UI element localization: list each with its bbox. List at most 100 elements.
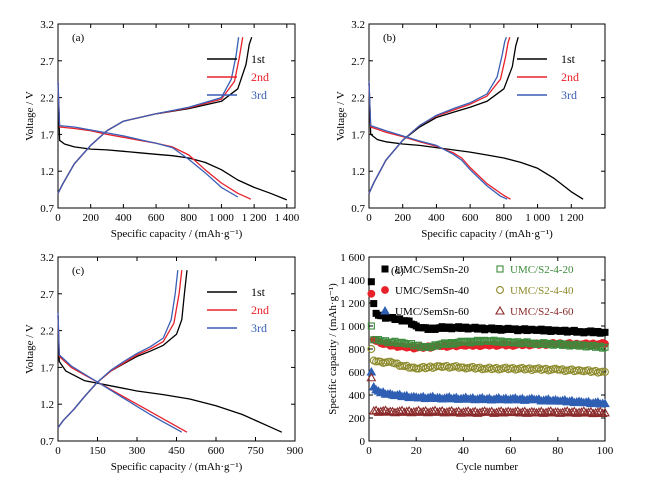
data-point (402, 361, 411, 370)
data-point (452, 339, 460, 347)
x-tick-label: 0 (55, 212, 61, 224)
data-point (434, 406, 445, 416)
data-point (445, 339, 453, 348)
y-tick-label: 1 400 (340, 275, 365, 287)
data-point (467, 407, 478, 416)
legend-label: 3rd (251, 88, 267, 102)
x-axis-label: Specific capacity / (mAh·g⁻¹) (111, 228, 243, 240)
series-line-3rd-charge (368, 36, 508, 194)
data-point (523, 338, 531, 346)
x-tick-label: 800 (181, 212, 198, 224)
data-point (391, 337, 399, 345)
x-tick-label: 1 200 (559, 212, 584, 224)
y-tick-label: 600 (349, 367, 366, 379)
data-point (567, 407, 577, 416)
data-point (558, 341, 567, 349)
data-point (496, 406, 507, 415)
legend-label: UMC/S2-4-20 (510, 264, 574, 276)
legend-label: 3rd (251, 321, 267, 335)
data-point (561, 341, 569, 349)
legend-label: 1st (251, 52, 266, 66)
y-tick-label: 2.7 (40, 56, 54, 68)
data-point (514, 338, 522, 346)
legend-marker (381, 265, 389, 273)
data-point (529, 407, 540, 416)
data-point (430, 405, 441, 415)
x-tick-label: 450 (168, 445, 185, 457)
data-point (492, 338, 500, 346)
x-tick-label: 80 (552, 445, 564, 457)
data-point (457, 337, 465, 345)
data-point (462, 338, 470, 346)
data-point (554, 340, 562, 348)
data-point (525, 340, 534, 348)
y-tick-label: 2.2 (40, 326, 54, 338)
legend-label: UMC/SemSn-20 (395, 264, 469, 276)
y-tick-label: 1.2 (351, 166, 365, 178)
data-point (474, 336, 482, 344)
y-tick-label: 3.2 (40, 252, 54, 264)
legend-label: 2nd (251, 70, 269, 84)
data-point (422, 343, 430, 351)
data-point (599, 344, 607, 352)
legend-marker (496, 265, 504, 273)
y-tick-label: 1.7 (351, 129, 365, 141)
legend-label: 1st (251, 285, 266, 299)
data-point (397, 405, 407, 415)
x-tick-label: 1 400 (274, 212, 299, 224)
data-point (540, 339, 548, 347)
data-point (552, 407, 563, 416)
x-tick-label: 0 (366, 445, 372, 457)
legend-label: UMC/SemSn-40 (395, 285, 469, 297)
data-point (493, 406, 504, 416)
data-point (374, 335, 382, 344)
legend-label: UMC/SemSn-60 (395, 306, 469, 318)
data-point (517, 407, 528, 416)
data-point (544, 340, 552, 348)
plot-frame (57, 23, 296, 209)
data-point (576, 407, 587, 416)
y-axis-label: Voltage / V (24, 91, 36, 141)
series-line-1st-discharge (57, 315, 283, 433)
data-point (497, 337, 505, 345)
data-point (404, 405, 415, 415)
data-point (387, 406, 398, 416)
data-point (510, 406, 521, 416)
y-tick-label: 0 (360, 436, 366, 448)
data-point (570, 341, 578, 349)
data-point (495, 337, 503, 346)
y-tick-label: 2.2 (351, 93, 365, 105)
x-tick-label: 400 (115, 212, 132, 224)
data-point (536, 406, 547, 416)
x-tick-label: 1 200 (242, 212, 267, 224)
series-line-3rd-charge (57, 270, 179, 429)
data-point (573, 340, 581, 348)
legend-label: 2nd (251, 303, 269, 317)
data-point (533, 407, 544, 416)
data-point (367, 322, 375, 330)
data-point (477, 406, 488, 416)
x-tick-label: 200 (394, 212, 411, 224)
x-tick-label: 60 (505, 445, 517, 457)
data-point (543, 406, 554, 416)
data-point (563, 340, 571, 348)
legend-marker (496, 286, 504, 294)
legend-label: UMC/S2-4-60 (510, 306, 574, 318)
data-point (389, 338, 397, 346)
data-point (400, 339, 408, 347)
data-point (568, 341, 576, 349)
x-tick-label: 200 (82, 212, 99, 224)
data-point (589, 341, 597, 349)
data-point (530, 339, 538, 347)
data-point (488, 337, 496, 345)
data-point (545, 406, 556, 415)
data-point (533, 340, 541, 348)
data-point (485, 337, 493, 345)
data-point (436, 340, 444, 348)
data-point (556, 339, 564, 348)
data-point (601, 328, 609, 336)
data-point (470, 406, 481, 416)
panel-a: 0 200 400 600 800 1 000 1 200 1 400 0.7 1.2 1.7 2.2… (24, 19, 300, 240)
y-tick-label: 0.7 (40, 436, 54, 448)
